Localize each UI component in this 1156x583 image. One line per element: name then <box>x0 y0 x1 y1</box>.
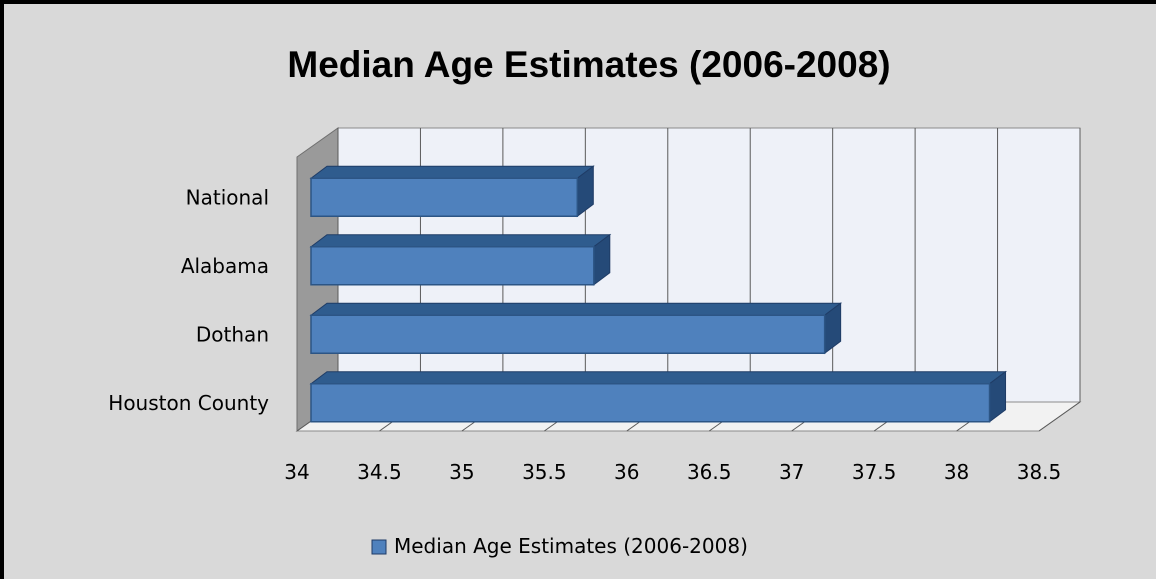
bar-chart: Median Age Estimates (2006-2008) 34 34.5 3… <box>108 44 1082 558</box>
x-tick-label: 37.5 <box>852 460 897 484</box>
legend-label: Median Age Estimates (2006-2008) <box>394 534 748 558</box>
bar <box>310 383 991 423</box>
x-tick-label: 35 <box>449 460 474 484</box>
x-tick-label: 34 <box>284 460 309 484</box>
bar-top-face <box>309 165 595 179</box>
category-label: National <box>186 185 269 209</box>
x-tick-label: 35.5 <box>522 460 567 484</box>
x-tick-label: 34.5 <box>357 460 402 484</box>
x-tick-label: 37 <box>779 460 804 484</box>
category-label: Alabama <box>181 254 269 278</box>
x-tick-label: 38 <box>944 460 969 484</box>
legend: Median Age Estimates (2006-2008) <box>371 534 748 558</box>
bar <box>310 246 595 286</box>
legend-swatch <box>371 539 387 555</box>
category-label: Houston County <box>108 391 269 415</box>
bar-top-face <box>309 302 843 316</box>
category-label: Dothan <box>196 322 269 346</box>
x-tick-label: 38.5 <box>1017 460 1062 484</box>
x-tick-label: 36.5 <box>687 460 732 484</box>
bar-top-face <box>309 371 1008 385</box>
bar <box>310 314 826 354</box>
x-tick-label: 36 <box>614 460 639 484</box>
floor-gridline <box>1038 401 1081 432</box>
plot-area: 34 34.5 35 35.5 36 36.5 37 37.5 38 38.5 National Al… <box>108 127 1082 484</box>
chart-title: Median Age Estimates (2006-2008) <box>287 44 890 85</box>
bar <box>310 177 579 217</box>
bar-top-face <box>309 234 612 248</box>
